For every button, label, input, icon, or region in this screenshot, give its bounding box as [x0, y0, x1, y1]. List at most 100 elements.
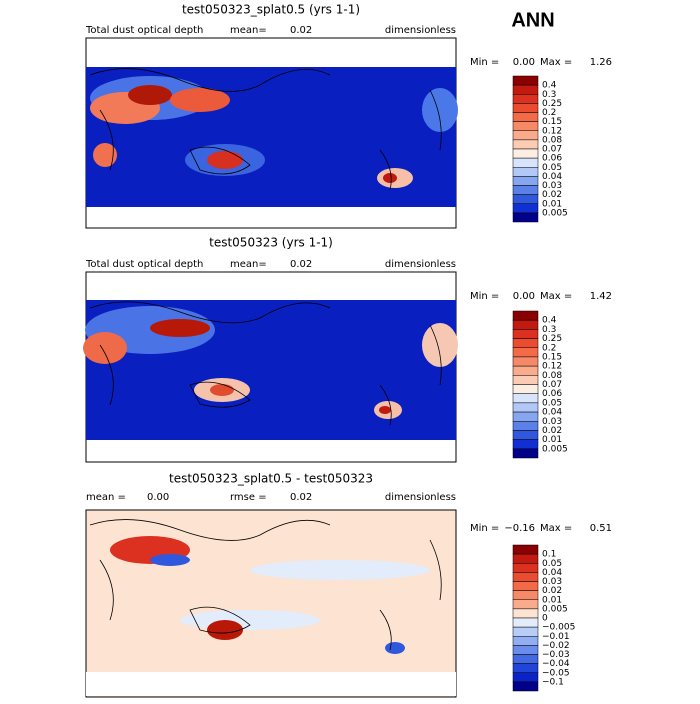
colorbar-label: 0.01	[542, 435, 562, 445]
colorbar-label: 0.07	[542, 145, 562, 155]
colorbar-box	[512, 103, 539, 113]
colorbar-label: 0.4	[542, 81, 557, 91]
colorbar-label: 0.2	[542, 108, 556, 118]
colorbar-label: 0.12	[542, 362, 562, 372]
colorbar-box	[512, 608, 539, 619]
panel-title: test050323 (yrs 1-1)	[209, 236, 333, 250]
variable: Total dust optical depth	[85, 259, 203, 270]
colorbar-label: 0.02	[542, 190, 562, 200]
colorbar-box	[512, 654, 539, 664]
colorbar-box	[512, 203, 539, 214]
colorbar-label: −0.04	[542, 659, 570, 669]
colorbar-label: 0.06	[542, 154, 562, 164]
colorbar-box	[512, 599, 539, 610]
max: 1.26	[590, 57, 612, 68]
colorbar-label: 0.005	[542, 208, 568, 218]
colorbar-label: 0.07	[542, 380, 562, 390]
rmse-label: rmse =	[230, 492, 267, 503]
min: 0.00	[513, 291, 535, 302]
colorbar-box	[512, 402, 539, 413]
max: 1.42	[590, 291, 612, 302]
colorbar-label: 0.1	[542, 550, 556, 560]
min-label: Min =	[470, 523, 499, 534]
colorbar-box	[512, 626, 539, 637]
colorbar-box	[512, 430, 539, 440]
colorbar-box	[512, 319, 539, 330]
colorbar-label: 0.3	[542, 325, 556, 335]
colorbar-box	[512, 347, 539, 358]
colorbar-box	[512, 112, 539, 122]
max-label: Max =	[540, 291, 572, 302]
colorbar-label: 0.03	[542, 417, 562, 427]
colorbar-label: −0.02	[542, 641, 570, 651]
variable: Total dust optical depth	[85, 25, 203, 36]
colorbar-box	[512, 139, 539, 150]
colorbar-label: 0.005	[542, 444, 568, 454]
colorbar-label: 0.005	[542, 604, 568, 614]
colorbar-box	[512, 94, 539, 104]
max-label: Max =	[540, 57, 572, 68]
colorbar-label: 0.2	[542, 343, 556, 353]
colorbar-label: 0.04	[542, 408, 562, 418]
units: dimensionless	[385, 492, 456, 503]
mean: 0.00	[147, 492, 169, 503]
colorbar-box	[512, 393, 539, 404]
colorbar-box	[512, 212, 539, 223]
colorbar-box	[512, 185, 539, 195]
colorbar-box	[512, 553, 539, 564]
colorbar-box	[512, 375, 539, 385]
colorbar-label: 0.01	[542, 595, 562, 605]
colorbar-label: 0.15	[542, 117, 562, 127]
colorbar-box	[512, 681, 539, 692]
colorbar-label: 0.02	[542, 586, 562, 596]
rmse: 0.02	[290, 492, 312, 503]
panel-title: test050323_splat0.5 - test050323	[169, 472, 373, 486]
season: ANN	[511, 9, 554, 31]
colorbar-box	[512, 356, 539, 367]
colorbar-box	[512, 590, 539, 600]
colorbar-box	[512, 563, 539, 573]
colorbar-label: 0.08	[542, 135, 562, 145]
colorbar-box	[512, 338, 539, 348]
colorbar-label: 0.02	[542, 426, 562, 436]
colorbar-box	[512, 439, 539, 450]
colorbar-label: 0.05	[542, 398, 562, 408]
colorbar-box	[512, 384, 539, 394]
colorbar-box	[512, 75, 539, 86]
colorbar-box	[512, 157, 539, 168]
colorbar-box	[512, 448, 539, 459]
colorbar-label: 0.15	[542, 352, 562, 362]
colorbar-label: −0.01	[542, 632, 570, 642]
max-label: Max =	[540, 523, 572, 534]
colorbar-label: 0.4	[542, 316, 557, 326]
colorbar-box	[512, 310, 539, 321]
colorbar-label: −0.03	[542, 650, 570, 660]
colorbar-label: 0.05	[542, 163, 562, 173]
mean: 0.02	[290, 259, 312, 270]
colorbar-label: 0.01	[542, 199, 562, 209]
colorbar-label: −0.05	[542, 668, 570, 678]
panel-title: test050323_splat0.5 (yrs 1-1)	[182, 3, 360, 17]
colorbar-box	[512, 176, 539, 186]
colorbar-box	[512, 130, 539, 141]
mean: 0.02	[290, 25, 312, 36]
colorbar-box	[512, 645, 539, 655]
colorbar-box	[512, 572, 539, 582]
colorbar-box	[512, 148, 539, 159]
colorbar-label: 0.25	[542, 334, 562, 344]
colorbar-label: 0.25	[542, 99, 562, 109]
min: 0.00	[513, 57, 535, 68]
mean-label: mean =	[86, 492, 126, 503]
colorbar-box	[512, 167, 539, 177]
min-label: Min =	[470, 291, 499, 302]
map-1	[85, 37, 458, 229]
map-2	[83, 271, 458, 463]
max: 0.51	[590, 523, 612, 534]
colorbar-box	[512, 636, 539, 646]
colorbar-box	[512, 411, 539, 422]
colorbar-label: 0.08	[542, 371, 562, 381]
colorbar-label: 0.03	[542, 577, 562, 587]
colorbar-label: 0.04	[542, 172, 562, 182]
colorbar-box	[512, 329, 539, 339]
